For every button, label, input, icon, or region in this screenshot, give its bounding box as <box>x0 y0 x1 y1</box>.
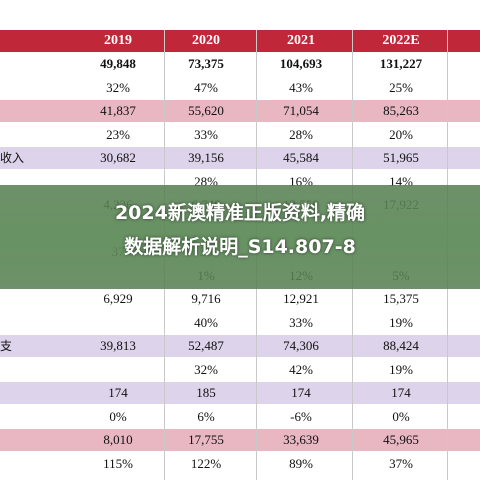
table-cell: 9,716 <box>191 291 221 306</box>
table-cell: 45,965 <box>383 432 419 447</box>
watermark-text: 2024新澳精准正版资料,精确 数据解析说明_S14.807-8 <box>0 196 480 264</box>
table-cell: 174 <box>291 385 311 400</box>
table-cell: 89% <box>289 455 313 471</box>
table-cell: 20% <box>389 126 413 142</box>
table-row: 174 185 174 174 <box>0 382 480 404</box>
table-row: 32% 42% 19% <box>0 358 480 381</box>
table-cell: -6% <box>290 408 312 424</box>
table-cell: 52,487 <box>188 338 224 353</box>
table-cell: 32% <box>106 79 130 95</box>
table-cell: 104,693 <box>279 56 323 71</box>
table-cell: 19% <box>389 314 413 330</box>
table-cell: 33% <box>289 314 313 330</box>
table-cell: 43% <box>289 79 313 95</box>
table-row: 49,848 73,375 104,693 131,227 <box>0 53 480 75</box>
table-cell: 15,375 <box>383 291 419 306</box>
table-cell: 73,375 <box>188 56 224 71</box>
table-row: 收入 30,682 39,156 45,584 51,965 <box>0 147 480 169</box>
table-cell: 8,010 <box>103 432 133 447</box>
table-cell: 28% <box>289 126 313 142</box>
table-cell: 33% <box>194 126 218 142</box>
table-cell: 33,639 <box>283 432 319 447</box>
table-row: 8,010 17,755 33,639 45,965 <box>0 429 480 451</box>
table-cell: 28% <box>194 173 218 189</box>
table-cell: 37% <box>389 455 413 471</box>
table-cell: 47% <box>194 79 218 95</box>
table-cell: 174 <box>108 385 128 400</box>
row-label: 收入 <box>0 151 25 165</box>
table-cell: 6,929 <box>103 291 133 306</box>
table-cell: 30,682 <box>100 150 136 165</box>
header-year-2022e: 2022E <box>382 33 420 48</box>
table-row: 0% 6% -6% 0% <box>0 405 480 428</box>
table-row: 23% 33% 28% 20% <box>0 123 480 146</box>
table-row: 32% 47% 43% 25% <box>0 76 480 99</box>
top-margin <box>0 0 480 8</box>
table-cell: 122% <box>190 455 222 471</box>
table-cell: 12,921 <box>283 291 319 306</box>
table-header-row: 2019 2020 2021 2022E <box>0 30 480 52</box>
table-cell <box>72 312 164 334</box>
watermark-line-1: 2024新澳精准正版资料,精确 <box>114 202 366 224</box>
table-cell: 0% <box>392 408 410 424</box>
table-cell: 14% <box>389 173 413 189</box>
table-cell: 88,424 <box>383 338 419 353</box>
table-cell: 115% <box>103 455 133 471</box>
table-row: 支 39,813 52,487 74,306 88,424 <box>0 335 480 357</box>
table-cell: 23% <box>106 126 130 142</box>
table-row: 6,929 9,716 12,921 15,375 <box>0 288 480 310</box>
table-cell: 55,620 <box>188 103 224 118</box>
table-row: 41,837 55,620 71,054 85,263 <box>0 100 480 122</box>
table-cell: 74,306 <box>283 338 319 353</box>
table-cell: 71,054 <box>283 103 319 118</box>
table-row: 115% 122% 89% 37% <box>0 452 480 475</box>
table-cell: 49,848 <box>100 56 136 71</box>
table-cell: 174 <box>391 385 411 400</box>
table-cell: 19% <box>389 361 413 377</box>
table-cell: 0% <box>109 408 127 424</box>
table-cell: 51,965 <box>383 150 419 165</box>
table-cell: 41,837 <box>100 103 136 118</box>
table-cell: 32% <box>194 361 218 377</box>
table-cell: 131,227 <box>379 56 423 71</box>
header-year-2020: 2020 <box>192 33 220 48</box>
table-cell: 42% <box>289 361 313 377</box>
table-cell: 17,755 <box>188 432 224 447</box>
header-year-2021: 2021 <box>287 33 315 48</box>
header-year-2019: 2019 <box>104 33 132 48</box>
table-row: 40% 33% 19% <box>0 311 480 334</box>
table-cell: 45,584 <box>283 150 319 165</box>
table-cell <box>72 359 164 381</box>
watermark-banner <box>0 185 480 289</box>
table-cell: 39,813 <box>100 338 136 353</box>
table-cell: 25% <box>389 79 413 95</box>
table-cell: 16% <box>289 173 313 189</box>
watermark-line-2: 数据解析说明_S14.807-8 <box>124 236 356 258</box>
table-cell: 6% <box>197 408 215 424</box>
table-cell: 40% <box>194 314 218 330</box>
table-cell: 185 <box>196 385 216 400</box>
table-cell: 39,156 <box>188 150 224 165</box>
table-cell: 85,263 <box>383 103 419 118</box>
row-label: 支 <box>0 339 13 353</box>
